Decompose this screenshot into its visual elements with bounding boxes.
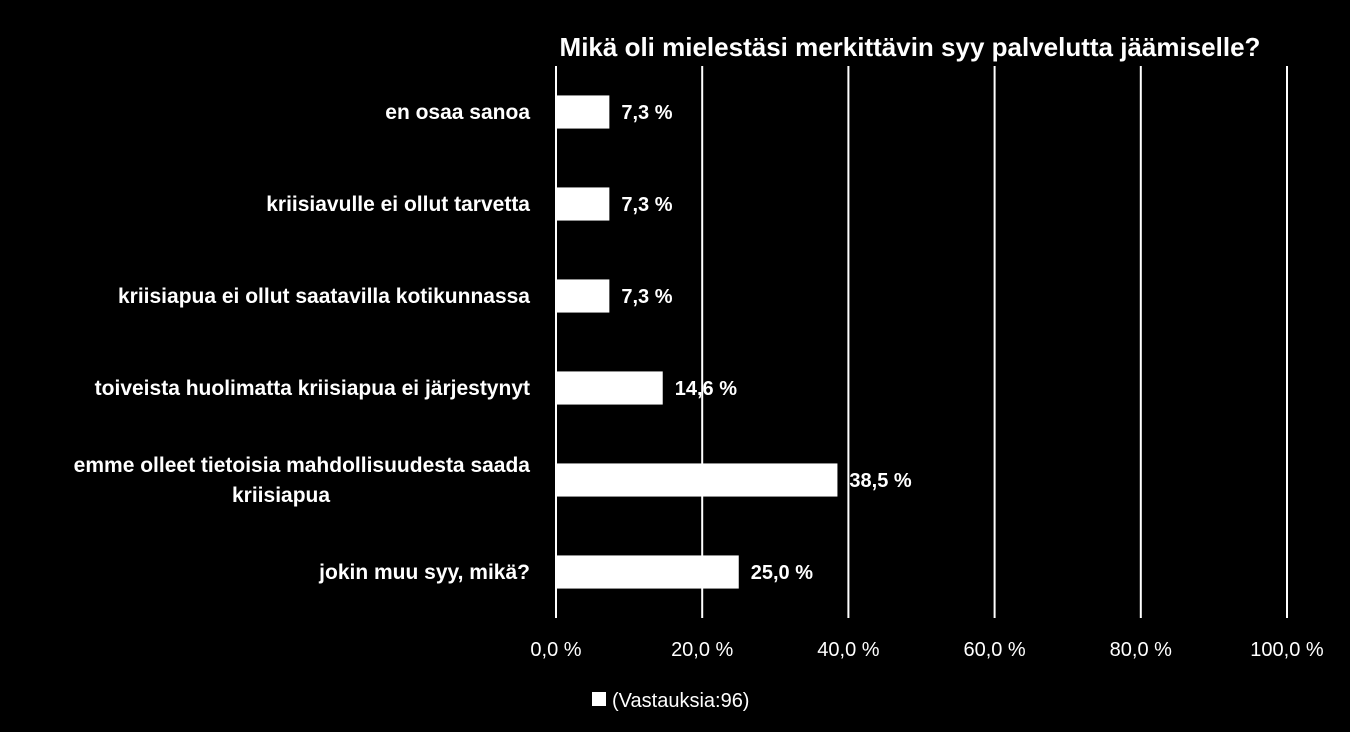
category-labels: en osaa sanoa kriisiavulle ei ollut tarve… (74, 101, 531, 584)
data-label: 7,3 % (621, 286, 672, 308)
chart-title: Mikä oli mielestäsi merkittävin syy palv… (560, 32, 1261, 62)
bar (556, 463, 838, 497)
legend: (Vastauksia:96) (592, 690, 749, 712)
bar (556, 187, 610, 221)
x-tick-label: 60,0 % (963, 639, 1025, 661)
category-label: en osaa sanoa (385, 101, 530, 124)
gridlines (555, 66, 1288, 618)
value-labels: 7,3 % 7,3 % 7,3 % 14,6 % 38,5 % 25,0 % (621, 102, 912, 584)
category-label: kriisiapua ei ollut saatavilla kotikunna… (118, 285, 530, 308)
bar (556, 95, 610, 129)
category-label: jokin muu syy, mikä? (318, 561, 530, 584)
data-label: 25,0 % (751, 562, 813, 584)
category-label: kriisiapua (232, 484, 330, 507)
category-label: kriisiavulle ei ollut tarvetta (266, 193, 530, 216)
x-tick-label: 100,0 % (1250, 639, 1324, 661)
data-label: 7,3 % (621, 194, 672, 216)
x-tick-label: 0,0 % (530, 639, 581, 661)
bar (556, 279, 610, 313)
data-label: 38,5 % (849, 470, 911, 492)
category-label: toiveista huolimatta kriisiapua ei järje… (95, 377, 530, 400)
x-tick-label: 40,0 % (817, 639, 879, 661)
x-tick-label: 20,0 % (671, 639, 733, 661)
bar (556, 555, 739, 589)
bar (556, 371, 663, 405)
legend-swatch (592, 692, 606, 706)
x-axis-tick-labels: 0,0 % 20,0 % 40,0 % 60,0 % 80,0 % 100,0 % (530, 639, 1323, 661)
x-tick-label: 80,0 % (1110, 639, 1172, 661)
bars (556, 95, 838, 589)
legend-label: (Vastauksia:96) (612, 690, 749, 712)
data-label: 14,6 % (675, 378, 737, 400)
data-label: 7,3 % (621, 102, 672, 124)
category-label: emme olleet tietoisia mahdollisuudesta s… (74, 454, 531, 477)
